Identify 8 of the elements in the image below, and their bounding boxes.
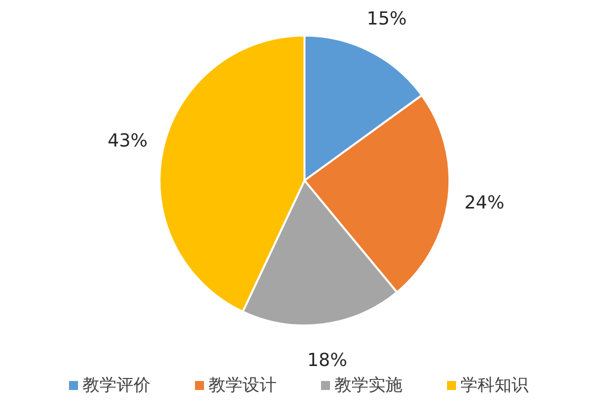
legend-label: 教学实施 [334,376,402,396]
data-label: 18% [307,350,348,371]
legend-label: 教学评价 [82,376,150,396]
data-label: 43% [108,130,148,152]
legend-label: 学科知识 [460,376,528,396]
legend-label: 教学设计 [208,376,276,396]
data-label: 15% [366,8,407,30]
data-label: 24% [464,192,504,214]
